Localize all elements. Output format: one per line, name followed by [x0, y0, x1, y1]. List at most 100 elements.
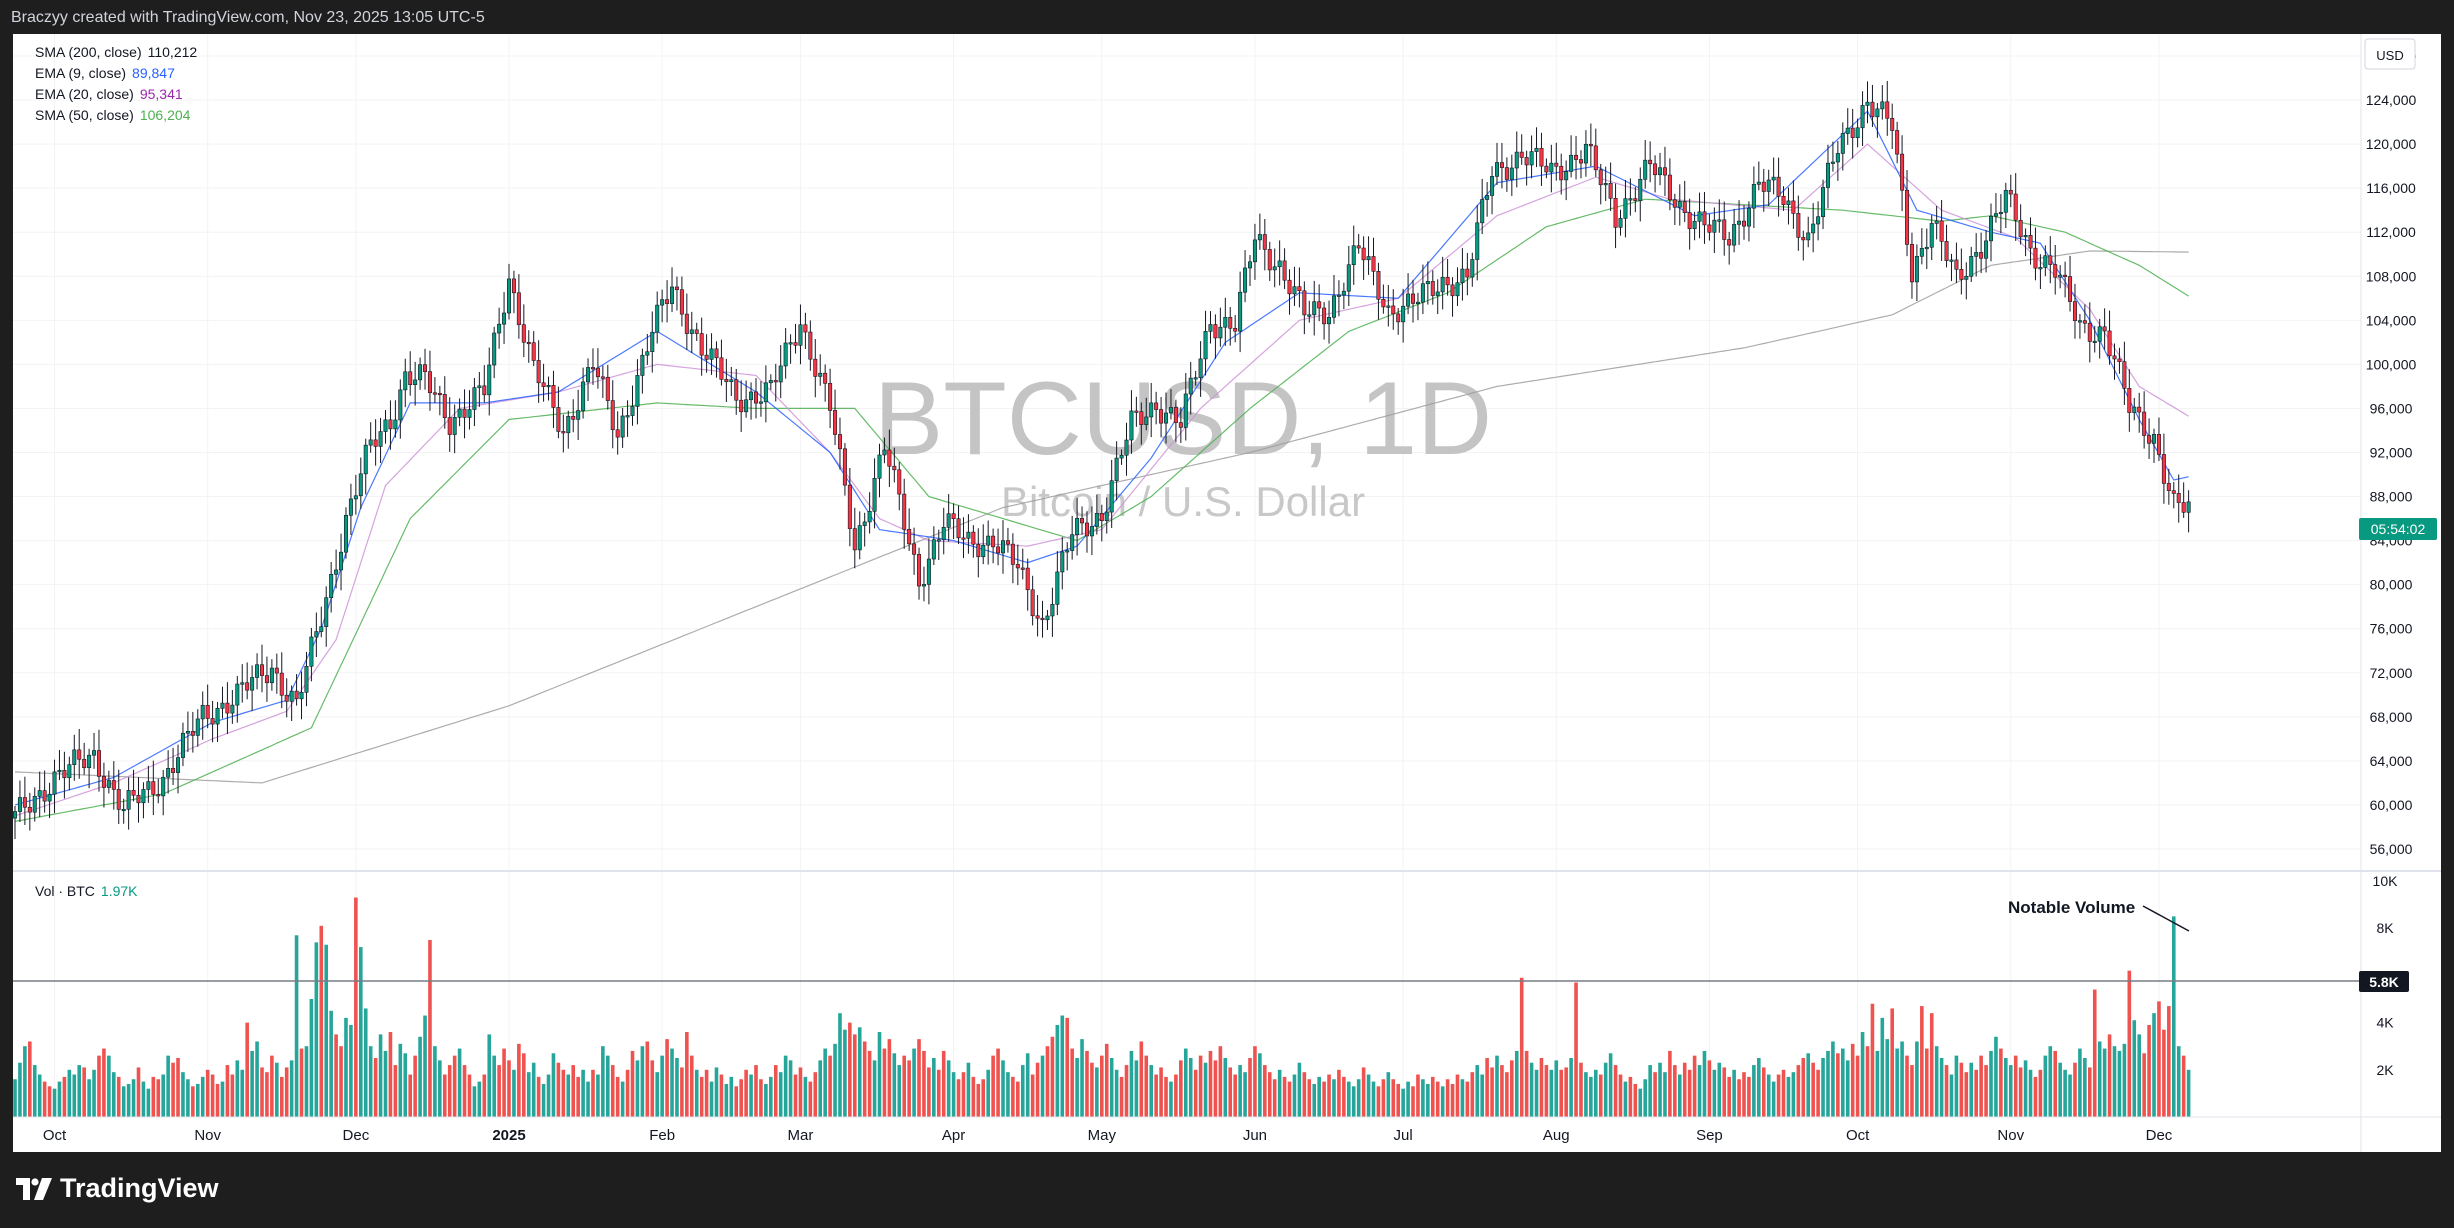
volume-bar	[245, 1022, 249, 1117]
candle-body	[511, 278, 516, 294]
price-tick-label: 96,000	[2370, 400, 2413, 416]
volume-bar	[526, 1072, 531, 1117]
candle-body	[1114, 457, 1119, 482]
candle-body	[1692, 220, 1697, 230]
volume-bar	[161, 1074, 165, 1117]
chart-panel[interactable]: BTCUSD, 1D Bitcoin / U.S. Dollar 56,000 6…	[13, 34, 2441, 1152]
candle-body	[373, 439, 378, 447]
candle-body	[1969, 256, 1974, 277]
volume-bar	[1055, 1024, 1060, 1117]
candle-body	[981, 544, 986, 558]
volume-bar	[260, 1067, 264, 1117]
volume-bar	[1850, 1043, 1855, 1117]
price-tick-label: 64,000	[2370, 753, 2413, 769]
volume-bar	[2132, 1020, 2137, 1117]
candle-body	[1593, 145, 1598, 171]
candle-body	[1430, 281, 1435, 296]
tradingview-logo-text: TradingView	[60, 1173, 219, 1203]
volume-bar	[225, 1065, 230, 1117]
legend-volume[interactable]: Vol · BTC 1.97K	[35, 883, 138, 899]
price-chart[interactable]: BTCUSD, 1D Bitcoin / U.S. Dollar 56,000 6…	[13, 34, 2441, 1152]
candle-body	[1065, 550, 1070, 553]
volume-bar	[966, 1062, 971, 1117]
legend-sma200[interactable]: SMA (200, close) 110,212	[35, 44, 197, 60]
candle-body	[171, 768, 176, 773]
volume-bar	[1114, 1069, 1119, 1117]
volume-bar	[610, 1065, 615, 1117]
volume-bar	[452, 1055, 457, 1117]
volume-bar	[1915, 1041, 1919, 1117]
legend-ema9[interactable]: EMA (9, close) 89,847	[35, 65, 175, 81]
candle-body	[1979, 252, 1984, 259]
volume-bar	[1831, 1041, 1835, 1117]
candle-body	[1257, 234, 1262, 241]
candle-body	[1371, 256, 1376, 272]
candle-body	[610, 400, 615, 431]
candle-body	[674, 286, 679, 290]
candle-body	[946, 513, 951, 528]
volume-bar	[482, 1074, 487, 1117]
volume-bar	[685, 1032, 689, 1117]
candle-body	[1662, 167, 1667, 176]
candle-body	[551, 385, 556, 408]
candle-body	[749, 391, 754, 401]
volume-bar	[744, 1069, 748, 1117]
volume-tick-label: 4K	[2376, 1015, 2394, 1031]
legend-ema20[interactable]: EMA (20, close) 95,341	[35, 86, 183, 102]
candle-body	[1816, 216, 1821, 225]
candle-body	[467, 409, 472, 418]
candle-body	[546, 385, 551, 388]
volume-bar	[1470, 1072, 1475, 1117]
volume-bar	[279, 1076, 284, 1117]
candle-body	[823, 372, 828, 384]
candle-body	[1791, 200, 1796, 214]
volume-bar	[1460, 1079, 1465, 1117]
candle-body	[1228, 317, 1233, 329]
candle-body	[1776, 176, 1781, 197]
candle-body	[1080, 518, 1085, 524]
candle-body	[1574, 154, 1579, 160]
volume-bar	[72, 1074, 77, 1117]
candle-body	[1766, 179, 1771, 192]
candle-body	[190, 731, 195, 736]
countdown-label: 05:54:02	[2371, 521, 2426, 537]
volume-bar	[1742, 1072, 1746, 1117]
candle-body	[2117, 358, 2122, 362]
candle-body	[185, 731, 190, 734]
candle-body	[427, 371, 432, 394]
tradingview-logo[interactable]: TradingView	[16, 1173, 219, 1204]
candle-body	[1954, 259, 1959, 270]
candle-body	[1425, 281, 1430, 285]
candle-body	[294, 690, 299, 700]
candle-body	[966, 531, 971, 539]
volume-bar	[191, 1086, 195, 1117]
price-tick-label: 60,000	[2370, 797, 2413, 813]
candle-body	[111, 780, 116, 790]
candle-body	[694, 329, 699, 334]
volume-bar	[1841, 1048, 1845, 1117]
legend-sma50[interactable]: SMA (50, close) 106,204	[35, 107, 190, 123]
volume-bar	[522, 1053, 526, 1117]
time-tick-label: Dec	[343, 1127, 370, 1144]
candle-body	[1238, 291, 1243, 332]
volume-bar	[951, 1072, 956, 1117]
volume-bar	[2043, 1055, 2048, 1117]
candle-body	[1924, 246, 1929, 250]
candle-body	[1391, 305, 1396, 315]
candle-body	[1144, 416, 1149, 425]
volume-bar	[783, 1055, 788, 1117]
candle-body	[255, 664, 260, 678]
volume-bar	[1539, 1058, 1544, 1117]
candle-body	[289, 690, 294, 702]
candle-body	[1623, 198, 1628, 219]
candle-body	[1267, 249, 1272, 271]
volume-bar	[1643, 1079, 1647, 1117]
candle-body	[1025, 567, 1030, 591]
candle-body	[704, 354, 709, 360]
tradingview-logo-icon	[16, 1177, 52, 1200]
currency-box[interactable]	[2364, 38, 2416, 70]
candle-body	[1939, 220, 1944, 242]
volume-bar	[1495, 1055, 1499, 1117]
candle-body	[1480, 199, 1485, 224]
volume-bar	[591, 1069, 595, 1117]
